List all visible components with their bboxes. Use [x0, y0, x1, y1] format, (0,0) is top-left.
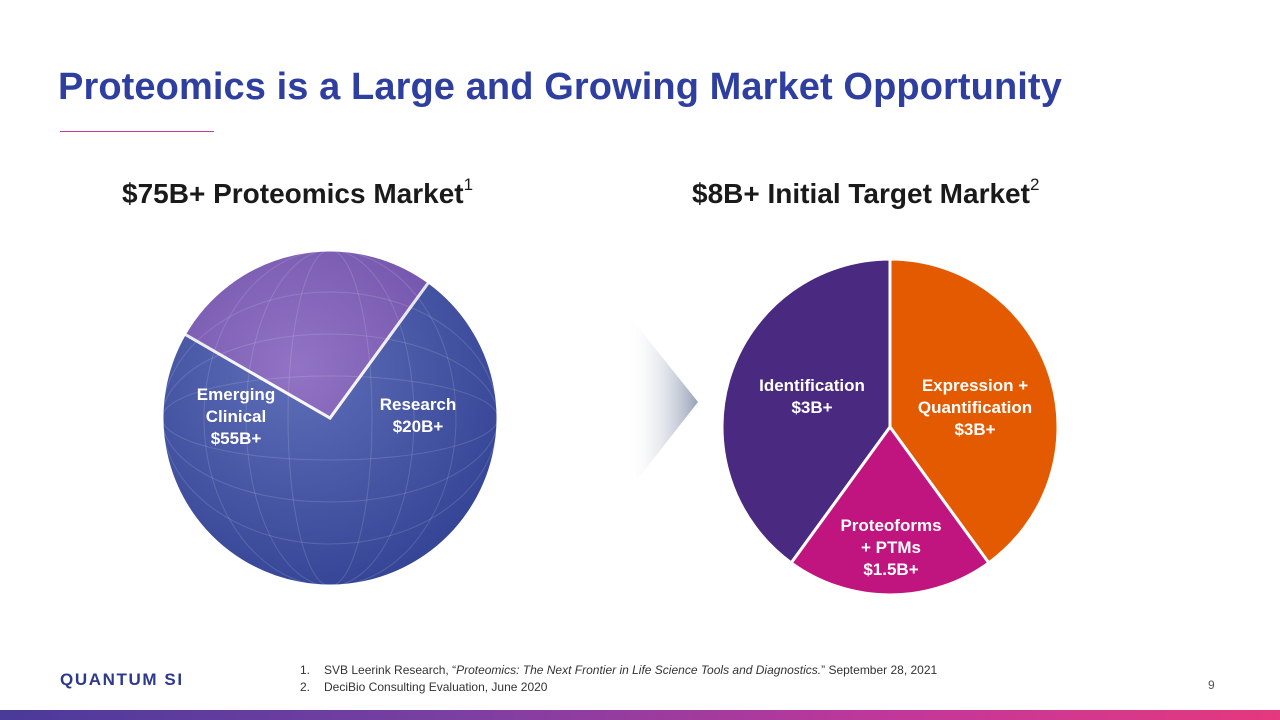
company-logo: QUANTUM SI — [60, 670, 184, 689]
pie-1-slice-2 — [789, 424, 991, 597]
footnote-1: 1. SVB Leerink Research, “Proteomics: The… — [300, 663, 938, 677]
pie-1-slice-1 — [888, 257, 1060, 566]
left-chart-heading-text: $75B+ Proteomics Market — [122, 178, 464, 209]
pie-0-label-1: Research $20B+ — [380, 395, 457, 436]
pie-1-label-2: Proteoforms + PTMs $1.5B+ — [840, 516, 941, 579]
pie-1-label-0: Identification $3B+ — [759, 376, 865, 417]
arrow-chevron-icon — [626, 312, 698, 494]
globe-icon — [161, 249, 499, 587]
left-chart-footnote-ref: 1 — [463, 175, 474, 194]
market-pie-charts: Emerging Clinical $55B+ Research $20B+ Ident… — [160, 248, 1060, 597]
page-number: 9 — [1208, 678, 1215, 692]
pie-chart-left: Emerging Clinical $55B+ Research $20B+ — [160, 248, 500, 588]
title-underline — [60, 131, 214, 132]
pie-0-label-0: Emerging Clinical $55B+ — [197, 385, 275, 448]
pie-1-label-1: Expression + Quantification $3B+ — [918, 376, 1032, 439]
right-chart-heading-text: $8B+ Initial Target Market — [692, 178, 1030, 209]
left-chart-heading: $75B+ Proteomics Market1 — [122, 175, 474, 210]
footnote-2: 2. DeciBio Consulting Evaluation, June 20… — [300, 680, 548, 694]
footnotes: 1. SVB Leerink Research, “Proteomics: The… — [300, 662, 937, 696]
right-chart-heading: $8B+ Initial Target Market2 — [692, 175, 1040, 210]
pie-1-slice-0 — [720, 257, 892, 566]
right-chart-footnote-ref: 2 — [1029, 175, 1040, 194]
globe-shade — [163, 251, 497, 585]
slide-title: Proteomics is a Large and Growing Market… — [58, 66, 1062, 108]
pie-chart-right: Identification $3B+ Expression + Quantifica… — [720, 257, 1060, 597]
bottom-gradient-bar — [0, 710, 1280, 720]
